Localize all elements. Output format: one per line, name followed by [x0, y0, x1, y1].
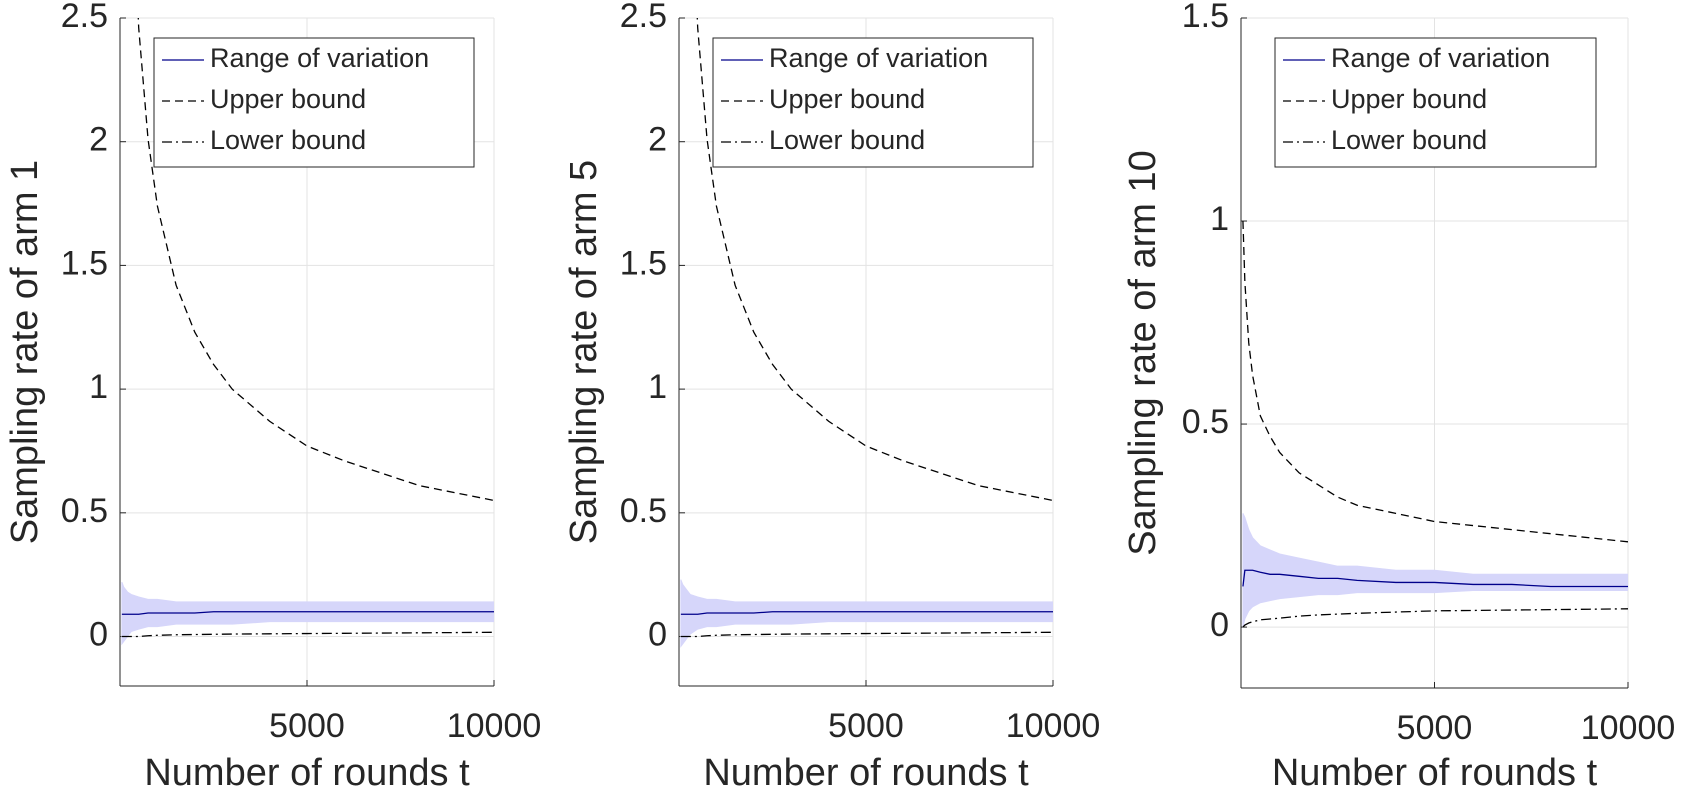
y-tick-label: 1.5: [1182, 0, 1229, 35]
series-line: [680, 631, 1053, 638]
y-tick-label: 2: [89, 121, 108, 159]
y-tick-label: 0.5: [620, 492, 667, 530]
legend-box: [712, 37, 1034, 168]
y-tick-label: 1: [648, 368, 667, 406]
subplot: 0 0.5 1 1.5 2 2.5 5000 10000 Number of rounds t S…: [4, 0, 541, 794]
y-tick-label: 0.5: [1182, 403, 1229, 441]
x-tick-label: 5000: [269, 707, 345, 745]
legend-box: [1274, 37, 1597, 168]
x-axis-label: Number of rounds t: [1272, 752, 1598, 794]
series-line: [121, 631, 494, 638]
legend: Range of variation Upper bound Lower bound: [712, 37, 1034, 168]
y-tick-label: 0: [89, 616, 108, 654]
x-tick-label: 10000: [1581, 709, 1676, 747]
legend-label: Lower bound: [769, 125, 925, 155]
variation-band: [680, 579, 1053, 648]
legend-label: Upper bound: [769, 84, 925, 114]
plot-area: [680, 18, 1053, 648]
x-axis-label: Number of rounds t: [144, 752, 470, 794]
variation-band: [121, 581, 494, 646]
legend-label: Lower bound: [1331, 125, 1487, 155]
variation-band: [1242, 513, 1628, 628]
legend-label: Range of variation: [769, 43, 988, 73]
legend-label: Upper bound: [1331, 84, 1487, 114]
subplot: 0 0.5 1 1.5 5000 10000 Number of rounds t Sampl…: [1122, 0, 1675, 794]
series-line: [680, 611, 1053, 615]
series-line: [1242, 608, 1628, 628]
y-axis-label: Sampling rate of arm 1: [4, 160, 46, 544]
x-axis-label: Number of rounds t: [703, 752, 1029, 794]
legend: Range of variation Upper bound Lower bound: [153, 37, 475, 168]
series-line: [1242, 221, 1628, 543]
y-tick-label: 0: [648, 616, 667, 654]
legend: Range of variation Upper bound Lower bound: [1274, 37, 1597, 168]
x-tick-label: 5000: [828, 707, 904, 745]
series-line: [696, 18, 1053, 502]
series-line: [121, 611, 494, 615]
y-tick-label: 1.5: [61, 244, 108, 282]
legend-box: [153, 37, 475, 168]
y-tick-label: 2: [648, 121, 667, 159]
legend-label: Range of variation: [1331, 43, 1550, 73]
plot-area: [121, 18, 494, 646]
legend-label: Lower bound: [210, 125, 366, 155]
legend-label: Upper bound: [210, 84, 366, 114]
y-axis-label: Sampling rate of arm 10: [1122, 150, 1164, 556]
y-tick-label: 2.5: [620, 0, 667, 35]
y-tick-label: 1.5: [620, 244, 667, 282]
x-tick-label: 5000: [1397, 709, 1473, 747]
plot-area: [1242, 221, 1628, 628]
y-tick-label: 2.5: [61, 0, 108, 35]
y-axis-label: Sampling rate of arm 5: [563, 160, 605, 544]
y-tick-label: 1: [89, 368, 108, 406]
series-line: [1242, 569, 1628, 588]
x-tick-label: 10000: [1006, 707, 1101, 745]
y-tick-label: 0.5: [61, 492, 108, 530]
y-tick-label: 1: [1210, 200, 1229, 238]
series-line: [137, 18, 494, 502]
x-tick-label: 10000: [447, 707, 542, 745]
subplot: 0 0.5 1 1.5 2 2.5 5000 10000 Number of rounds t S…: [563, 0, 1100, 794]
y-tick-label: 0: [1210, 606, 1229, 644]
legend-label: Range of variation: [210, 43, 429, 73]
